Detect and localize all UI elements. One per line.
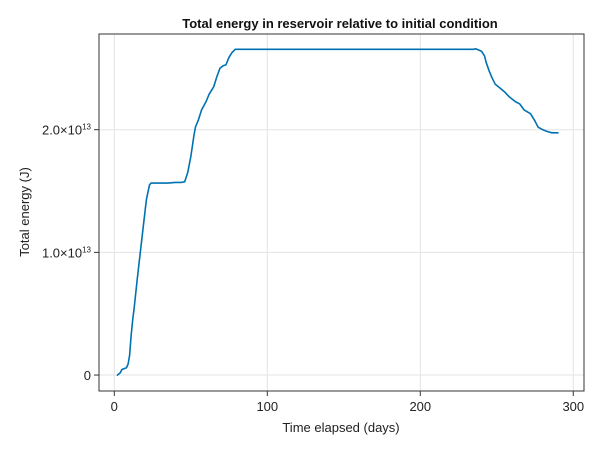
- ticks: [94, 129, 574, 396]
- series-line: [116, 47, 559, 376]
- x-tick-label: 200: [409, 399, 431, 414]
- y-tick-exponent: 13: [82, 245, 91, 254]
- x-tick-label: 100: [256, 399, 278, 414]
- x-tick-label: 300: [562, 399, 584, 414]
- y-tick-label: 2.0×1013: [42, 123, 92, 138]
- y-axis-label: Total energy (J): [17, 167, 32, 257]
- y-tick-label: 0: [84, 368, 91, 383]
- x-tick-label: 0: [111, 399, 118, 414]
- x-tick-labels: 0 100 200 300: [111, 399, 584, 414]
- chart-title: Total energy in reservoir relative to in…: [182, 16, 497, 31]
- plot-frame: [98, 33, 585, 392]
- x-axis-label: Time elapsed (days): [282, 420, 399, 435]
- y-tick-exponent: 13: [82, 123, 91, 132]
- y-tick-label: 1.0×1013: [42, 245, 92, 260]
- y-tick-mantissa: 0: [84, 368, 91, 383]
- y-tick-mantissa: 1.0×10: [42, 245, 82, 260]
- y-tick-mantissa: 2.0×10: [42, 123, 82, 138]
- gridlines: [99, 34, 584, 391]
- series-layer: [116, 47, 559, 376]
